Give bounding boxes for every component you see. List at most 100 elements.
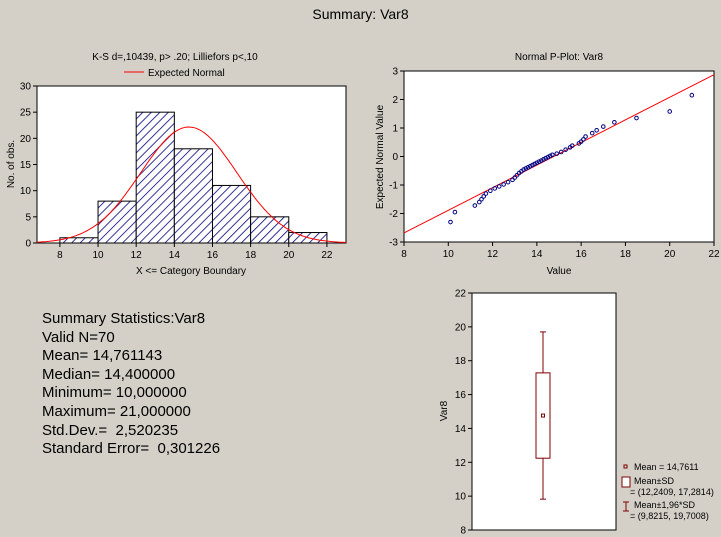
y-tick-label: 30 [20, 82, 32, 93]
pplot-point [501, 182, 506, 187]
x-tick-label: 18 [620, 249, 632, 260]
pplot-point [530, 162, 535, 168]
x-tick-label: 10 [443, 249, 455, 260]
pplot-point [558, 149, 564, 155]
y-tick-label: 10 [455, 492, 467, 503]
pplot-point [521, 167, 526, 172]
box-plot: 8 10 12 14 16 18 20 22 Var8 Mean = 14,7611 Mean… [439, 289, 714, 537]
pplot-title: Normal P-Plot: Var8 [515, 52, 604, 63]
pplot-point [563, 147, 568, 152]
boxplot-y-label: Var8 [439, 400, 450, 421]
pplot-point [538, 158, 544, 163]
x-tick-label: 12 [131, 250, 143, 261]
y-tick-label: 14 [455, 424, 467, 435]
x-tick-label: 22 [321, 250, 333, 261]
y-tick-label: -2 [389, 209, 398, 220]
histogram-chart: K-S d=,10439, p> .20; Lilliefors p<,10 E… [6, 52, 347, 277]
y-tick-label: 15 [20, 160, 32, 171]
boxplot-legend: Mean = 14,7611 Mean±SD = (12,2409, 17,28… [621, 462, 714, 521]
stats-valid-n: Valid N=70 [42, 328, 115, 346]
pplot-point [583, 134, 588, 139]
pplot-point [543, 155, 549, 161]
expected-normal-curve [36, 126, 346, 243]
pplot-point [472, 203, 478, 208]
pplot-x-label: Value [547, 266, 572, 277]
legend-mean-label: Mean = 14,7611 [634, 462, 699, 472]
y-tick-label: -1 [389, 181, 398, 192]
x-tick-label: 22 [708, 249, 720, 260]
stats-median: Median= 14,400000 [42, 365, 176, 383]
pplot-point [534, 160, 540, 166]
x-tick-label: 16 [207, 250, 219, 261]
pplot-point [667, 109, 673, 114]
stats-maximum: Maximum= 21,000000 [42, 402, 191, 420]
y-tick-label: 16 [455, 390, 467, 401]
pplot-point [525, 165, 531, 170]
pplot-plot-area [403, 70, 715, 243]
normal-p-plot: Normal P-Plot: Var8 8 10 12 14 16 18 20 22-3-2-… [375, 52, 720, 277]
y-tick-label: 5 [25, 212, 31, 223]
x-tick-label: 12 [487, 249, 499, 260]
histogram-bar [135, 111, 175, 244]
legend-sd-label: Mean±SD [634, 476, 674, 486]
y-tick-label: 0 [392, 152, 398, 163]
pplot-y-label: Expected Normal Value [375, 104, 386, 209]
y-tick-label: 10 [20, 186, 32, 197]
legend-whisker-label: Mean±1,96*SD [634, 500, 695, 510]
pplot-point [634, 115, 639, 121]
stats-header: Summary Statistics:Var8 [42, 310, 206, 327]
pplot-point [481, 194, 487, 199]
histogram-y-label: No. of obs. [6, 140, 17, 188]
histogram-bar [97, 200, 137, 244]
page-title: Summary: Var8 [312, 6, 409, 22]
pplot-point [492, 186, 498, 191]
pplot-point [569, 143, 575, 148]
stats-mean: Mean= 14,761143 [42, 347, 163, 365]
histogram-legend-label: Expected Normal [148, 68, 225, 79]
legend-sd-range: = (12,2409, 17,2814) [630, 487, 714, 497]
pplot-point [532, 161, 537, 167]
legend-sd-box [621, 476, 631, 488]
legend-whisker-range: = (9,8215, 19,7008) [630, 511, 709, 521]
pplot-point [541, 157, 546, 162]
y-tick-label: 20 [455, 322, 467, 333]
pplot-point [479, 196, 484, 202]
pplot-point [527, 163, 533, 169]
summary-statistics: Summary Statistics:Var8 Valid N=70 Mean=… [42, 310, 220, 459]
pplot-point [488, 188, 493, 193]
y-tick-label: 12 [455, 458, 467, 469]
stats-std-dev: Std.Dev.= 2,520235 [42, 421, 179, 439]
y-tick-label: 0 [25, 239, 31, 250]
x-tick-label: 14 [169, 250, 181, 261]
y-tick-label: 1 [392, 124, 398, 135]
x-tick-label: 10 [92, 250, 104, 261]
y-tick-label: 20 [20, 134, 32, 145]
y-tick-label: 3 [392, 67, 398, 78]
x-tick-label: 20 [664, 249, 676, 260]
y-tick-label: 22 [455, 289, 467, 300]
histogram-x-label: X <= Category Boundary [136, 266, 246, 277]
x-tick-label: 20 [283, 250, 295, 261]
histogram-bar [211, 184, 252, 244]
mean-marker [541, 413, 545, 418]
pplot-point [545, 154, 551, 160]
pplot-point [448, 219, 453, 225]
pplot-point [689, 92, 695, 98]
pplot-point [589, 130, 595, 136]
pplot-point [452, 209, 458, 215]
pplot-point [550, 152, 555, 158]
x-tick-label: 8 [57, 250, 63, 261]
sd-box [535, 372, 551, 459]
y-tick-label: 8 [460, 526, 466, 537]
pplot-point [496, 184, 502, 189]
pplot-point [505, 179, 511, 185]
y-tick-label: 18 [455, 356, 467, 367]
pplot-point [612, 120, 617, 125]
pplot-point [594, 127, 599, 133]
x-tick-label: 8 [401, 249, 407, 260]
x-tick-label: 16 [576, 249, 588, 260]
y-tick-label: 2 [392, 95, 398, 106]
histogram-bar [250, 216, 290, 244]
pplot-point [547, 153, 553, 159]
